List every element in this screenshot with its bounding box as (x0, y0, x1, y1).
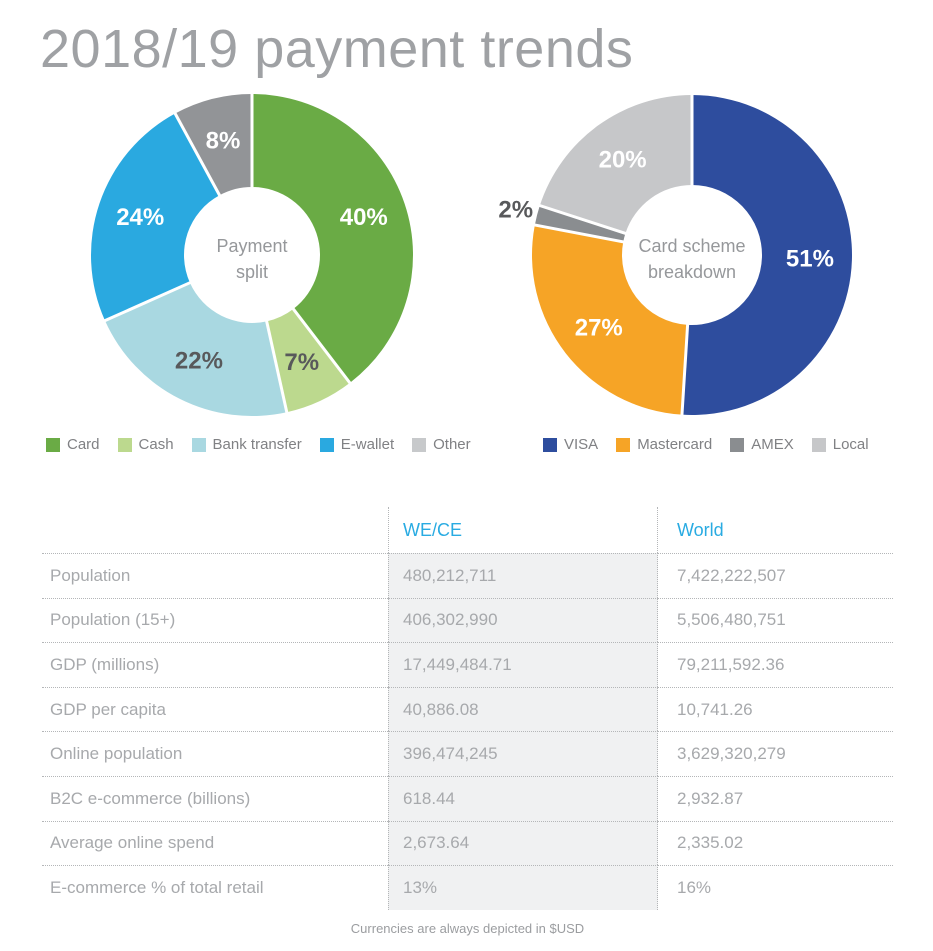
row-label: Online population (42, 731, 388, 776)
row-value-wece: 40,886.08 (388, 686, 658, 732)
row-label: Average online spend (42, 820, 388, 866)
donut-slice-mastercard (532, 225, 688, 415)
row-value-world: 10,741.26 (658, 686, 893, 732)
legend-label: Card (67, 436, 100, 453)
slice-separator (538, 203, 627, 236)
row-label: GDP per capita (42, 686, 388, 732)
legend-swatch (811, 437, 826, 452)
legend-swatch (543, 437, 557, 452)
page-title: 2018/19 payment trends (40, 19, 634, 79)
legend-swatch (412, 437, 427, 452)
legend-label: Bank transfer (212, 436, 302, 453)
legend-label: Cash (138, 436, 174, 453)
donut-center-label: Card scheme (638, 236, 745, 256)
legend-item-cash: Cash (117, 436, 174, 453)
slice-percent-label: 20% (599, 147, 647, 174)
row-value-world: 16% (658, 865, 893, 910)
donut-center-label: breakdown (648, 262, 736, 282)
slice-percent-label: 24% (116, 204, 164, 231)
row-value-world: 2,932.87 (658, 775, 893, 821)
legend-swatch (191, 437, 206, 452)
column-header-wece: WE/CE (388, 507, 658, 553)
row-label: GDP (millions) (42, 642, 388, 687)
row-value-world: 5,506,480,751 (658, 597, 893, 643)
legend-swatch (730, 437, 745, 452)
donut-slice-local (539, 95, 692, 234)
slice-separator (680, 323, 690, 416)
legend-item-visa: VISA (543, 436, 598, 453)
row-value-wece: 480,212,711 (388, 553, 658, 598)
legend-item-bank-transfer: Bank transfer (191, 436, 302, 453)
row-value-wece: 406,302,990 (388, 597, 658, 643)
row-value-wece: 618.44 (388, 775, 658, 821)
legend-item-mastercard: Mastercard (616, 436, 712, 453)
donut-slice-bank-transfer (104, 282, 287, 417)
row-label: Population (15+) (42, 597, 388, 643)
row-value-wece: 17,449,484.71 (388, 642, 658, 687)
legend-item-amex: AMEX (730, 436, 794, 453)
donut-slice-amex (534, 205, 626, 242)
slice-separator (291, 307, 352, 385)
legend-swatch (319, 437, 334, 452)
column-header-world: World (677, 519, 724, 540)
payment-split-legend: Card Cash Bank transfer E-wallet Other (46, 436, 471, 453)
slice-separator (265, 320, 289, 414)
donut-slice-e-wallet (91, 113, 220, 321)
table-corner-blank (42, 507, 388, 553)
slice-percent-label: 40% (340, 204, 388, 231)
row-value-world: 3,629,320,279 (658, 731, 893, 776)
row-value-world: 2,335.02 (658, 820, 893, 866)
slice-percent-label: 51% (786, 246, 834, 273)
row-label: E-commerce % of total retail (42, 865, 388, 910)
legend-item-e-wallet: E-wallet (319, 436, 395, 453)
donut-center-label: Payment (216, 236, 287, 256)
slice-percent-label: 27% (575, 314, 623, 341)
slice-separator (173, 111, 222, 197)
card-scheme-legend: VISA Mastercard AMEX Local (543, 436, 869, 453)
row-value-wece: 13% (388, 865, 658, 910)
row-value-wece: 2,673.64 (388, 820, 658, 866)
donut-slice-visa (681, 95, 853, 416)
legend-label: Mastercard (637, 436, 713, 453)
donut-slice-other (175, 94, 252, 196)
legend-swatch (616, 437, 631, 452)
row-label: B2C e-commerce (billions) (42, 775, 388, 821)
donut-slice-card (252, 94, 414, 383)
payment-split-donut-chart: 40% 7% 22% 24% 8% Payment split (91, 93, 414, 417)
row-value-world: 79,211,592.36 (658, 642, 893, 687)
slice-percent-label: 2% (498, 197, 533, 224)
currency-note: Currencies are always depicted in $USD (350, 921, 585, 936)
legend-label: Other (433, 436, 471, 453)
slice-separator (533, 223, 625, 244)
legend-item-card: Card (46, 436, 100, 453)
slice-percent-label: 8% (206, 128, 241, 155)
legend-item-other: Other (412, 436, 471, 453)
legend-item-local: Local (811, 436, 869, 453)
donut-center-label: split (236, 262, 268, 282)
slice-percent-label: 22% (175, 347, 223, 374)
legend-swatch (117, 437, 132, 452)
legend-label: VISA (564, 436, 599, 453)
row-value-world: 7,422,222,507 (658, 553, 893, 598)
card-scheme-donut-chart: 51% 27% 2% 20% Card scheme breakdown (498, 94, 853, 416)
stats-table: WE/CE World Population 480,212,711 7,422,2… (42, 507, 893, 910)
legend-label: AMEX (751, 436, 794, 453)
legend-label: Local (832, 436, 869, 453)
row-value-wece: 396,474,245 (388, 731, 658, 776)
legend-swatch (46, 437, 60, 452)
donut-slice-cash (266, 309, 350, 413)
row-label: Population (42, 553, 388, 598)
slice-percent-label: 7% (284, 349, 319, 376)
legend-label: E-wallet (340, 436, 395, 453)
slice-separator (103, 280, 192, 323)
